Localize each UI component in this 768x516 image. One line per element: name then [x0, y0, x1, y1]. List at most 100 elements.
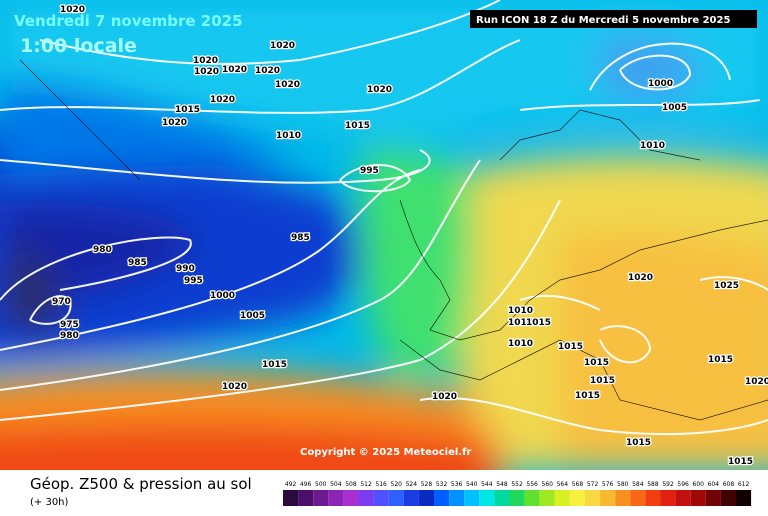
footer-lead: (+ 30h) [30, 497, 69, 508]
scale-swatch [494, 490, 510, 506]
map-time: 1:00 locale [20, 35, 137, 57]
isobar-label: 1015 [526, 318, 551, 328]
scale-swatch [373, 490, 389, 506]
scale-label: 580 [617, 481, 629, 488]
scale-swatch [539, 490, 555, 506]
scale-swatch [283, 490, 299, 506]
isobar-label: 1020 [745, 377, 768, 387]
isobar-label: 1020 [255, 66, 280, 76]
scale-swatch [509, 490, 525, 506]
scale-swatch [524, 490, 540, 506]
isobar-label: 1020 [275, 80, 300, 90]
isobar-label: 1015 [575, 391, 600, 401]
isobar-label: 985 [291, 233, 310, 243]
scale-swatch [464, 490, 480, 506]
isobar-label: 1020 [628, 273, 653, 283]
scale-swatch [449, 490, 465, 506]
scale-label: 520 [391, 481, 403, 488]
isobar-label: 1020 [432, 392, 457, 402]
isobar-label: 985 [128, 258, 147, 268]
isobar-label: 1020 [210, 95, 235, 105]
isobar-label: 970 [52, 297, 71, 307]
scale-label: 544 [481, 481, 493, 488]
isobar-label: 1015 [590, 376, 615, 386]
isobar-label: 1020 [270, 41, 295, 51]
scale-label: 512 [360, 481, 372, 488]
scale-label: 564 [557, 481, 569, 488]
isobar-label: 1020 [162, 118, 187, 128]
isobar-label: 1015 [558, 342, 583, 352]
scale-label: 608 [723, 481, 735, 488]
scale-swatch [720, 490, 736, 506]
scale-swatch [554, 490, 570, 506]
scale-label: 524 [406, 481, 418, 488]
isobar-label: 1010 [508, 306, 533, 316]
scale-swatch [403, 490, 419, 506]
scale-label: 556 [526, 481, 538, 488]
scale-label: 600 [693, 481, 705, 488]
scale-label: 516 [375, 481, 387, 488]
isobar-label: 1005 [662, 103, 687, 113]
isobar-label: 1020 [193, 56, 218, 66]
scale-label: 604 [708, 481, 720, 488]
isobar-label: 1015 [175, 105, 200, 115]
scale-swatch [418, 490, 434, 506]
color-scale: 492 496 500 504 508 512 516 520 524 528 532 536 540 5… [283, 481, 752, 506]
isobar-label: 1010 [640, 141, 665, 151]
scale-label: 500 [315, 481, 327, 488]
scale-label: 492 [285, 481, 297, 488]
scale-swatch [690, 490, 706, 506]
scale-swatch [675, 490, 691, 506]
scale-swatch [434, 490, 450, 506]
isobar-label: 1015 [345, 121, 370, 131]
scale-label: 584 [632, 481, 644, 488]
isobar-label: 980 [60, 331, 79, 341]
isobar-label: 1015 [262, 360, 287, 370]
scale-label: 596 [677, 481, 689, 488]
isobar-label: 1020 [60, 5, 85, 15]
isobar-label: 1015 [708, 355, 733, 365]
isobar-label: 975 [60, 320, 79, 330]
run-box [470, 10, 757, 28]
isobar-label: 995 [360, 166, 379, 176]
isobar-label: 980 [93, 245, 112, 255]
scale-label: 592 [662, 481, 674, 488]
scale-swatch [645, 490, 661, 506]
isobar-label: 1020 [222, 382, 247, 392]
scale-label: 612 [738, 481, 750, 488]
scale-swatch [313, 490, 329, 506]
scale-swatch [479, 490, 495, 506]
scale-label: 572 [587, 481, 599, 488]
scale-swatch [630, 490, 646, 506]
isobar-label: 1005 [240, 311, 265, 321]
footer-title: Géop. Z500 & pression au sol [30, 475, 252, 493]
scale-swatch [600, 490, 616, 506]
scale-swatch [660, 490, 676, 506]
isobar-label: 1010 [508, 339, 533, 349]
scale-swatch [343, 490, 359, 506]
copyright: Copyright © 2025 Meteociel.fr [300, 447, 471, 458]
scale-label: 532 [436, 481, 448, 488]
isobar-label: 995 [184, 276, 203, 286]
map-date: Vendredi 7 novembre 2025 [14, 12, 243, 30]
isobar-label: 1015 [584, 358, 609, 368]
scale-label: 588 [647, 481, 659, 488]
isobar-label: 1000 [210, 291, 235, 301]
scale-swatch [358, 490, 374, 506]
scale-swatch [328, 490, 344, 506]
isobar-label: 1020 [222, 65, 247, 75]
scale-label: 576 [602, 481, 614, 488]
scale-swatch [569, 490, 585, 506]
scale-swatch [585, 490, 601, 506]
run-label: Run ICON 18 Z du Mercredi 5 novembre 202… [476, 15, 730, 26]
isobar-label: 1010 [508, 318, 533, 328]
isobar-label: 1025 [714, 281, 739, 291]
scale-label: 504 [330, 481, 342, 488]
isobar-label: 990 [176, 264, 195, 274]
isobar-label: 1020 [194, 67, 219, 77]
scale-label: 536 [451, 481, 463, 488]
isobar-label: 1000 [648, 79, 673, 89]
